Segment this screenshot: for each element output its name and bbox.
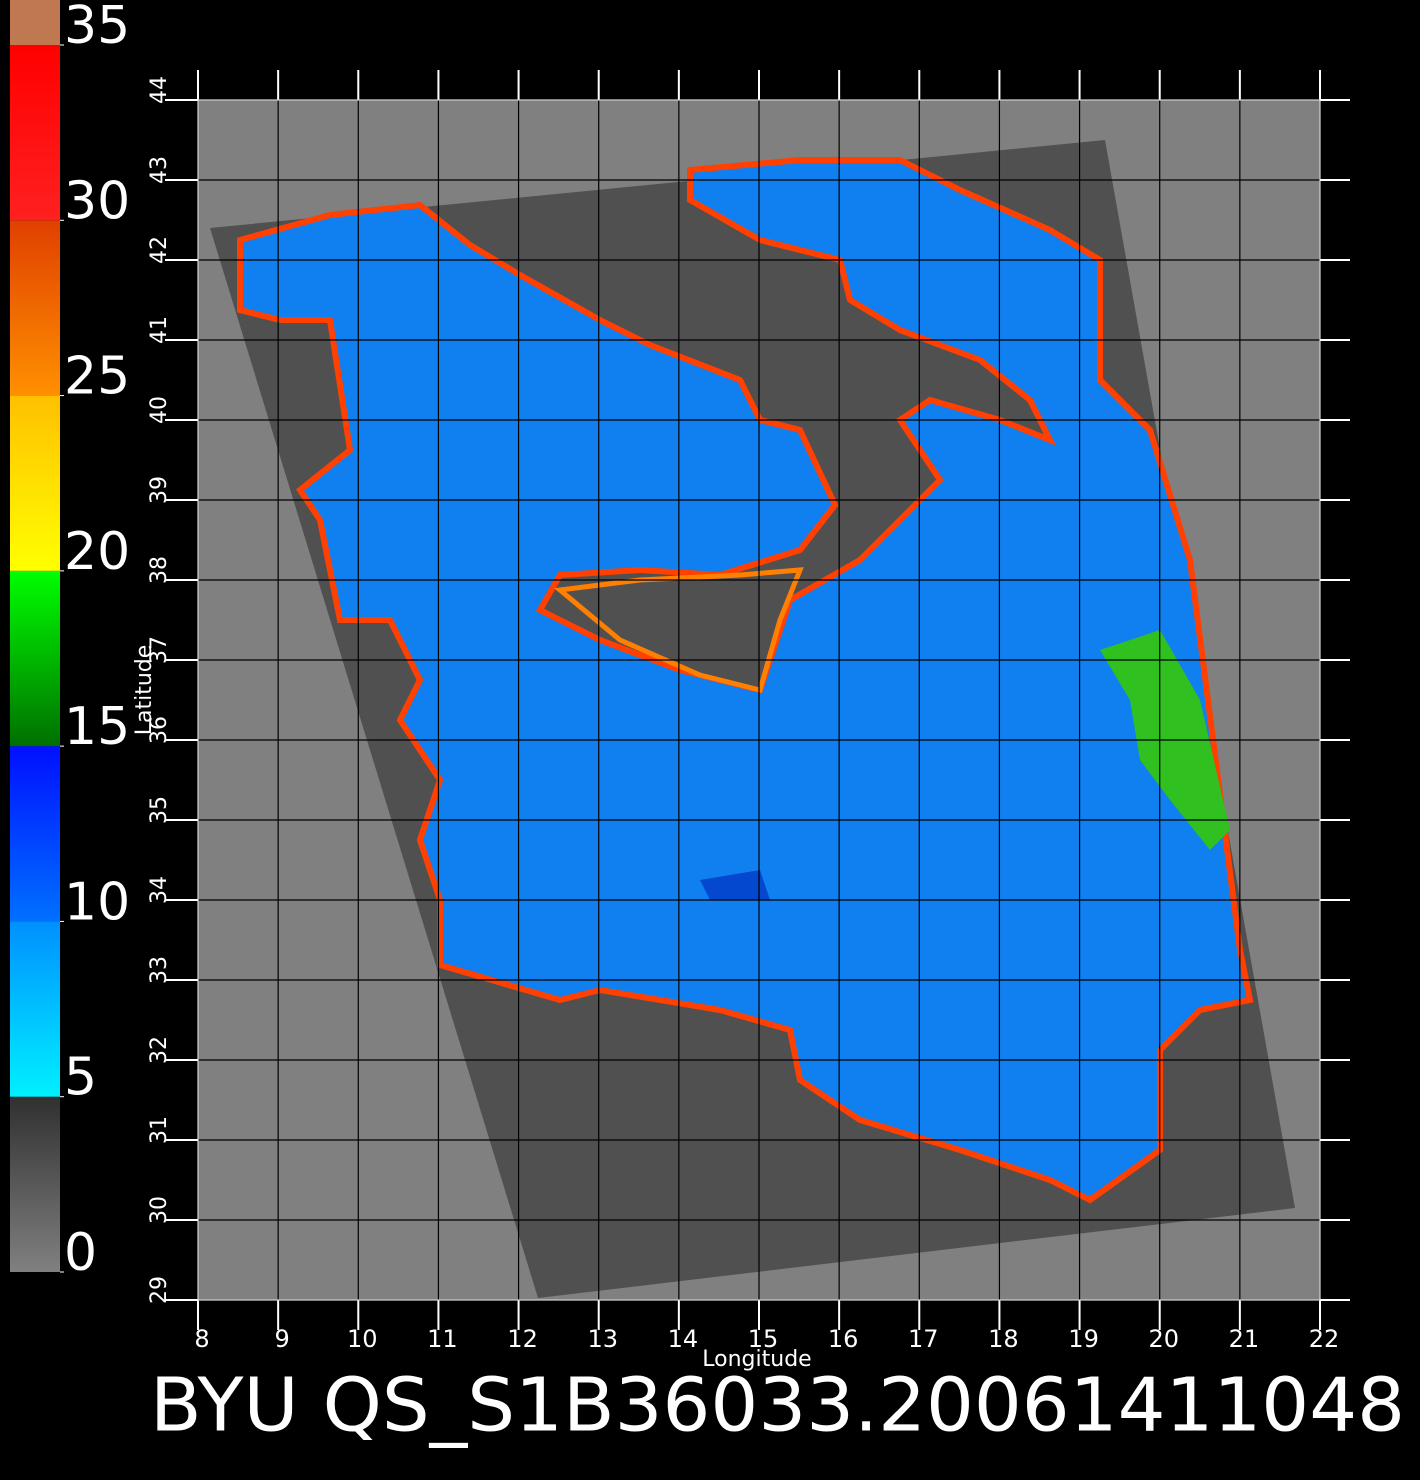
colorbar-segment (10, 220, 60, 396)
x-tick-label: 19 (1068, 1325, 1099, 1353)
y-tick-label: 39 (147, 476, 172, 504)
y-tick-label: 42 (147, 236, 172, 264)
colorbar-segment (10, 1096, 60, 1272)
y-tick-label: 36 (147, 716, 172, 744)
x-tick-label: 17 (908, 1325, 939, 1353)
x-tick-label: 11 (427, 1325, 458, 1353)
colorbar-segment (10, 921, 60, 1097)
colorbar-label: 20 (64, 522, 130, 582)
colorbar-label: 30 (64, 171, 130, 231)
x-tick-label: 22 (1309, 1325, 1340, 1353)
x-tick-label: 18 (988, 1325, 1019, 1353)
grid: 8 9 10 11 12 13 14 15 16 17 18 19 20 21 22 29 30 31 32 33 34… (147, 70, 1350, 1353)
y-axis-label: Latitude (132, 645, 157, 736)
x-tick-label: 13 (587, 1325, 618, 1353)
colorbar-label: 5 (64, 1048, 97, 1108)
x-tick-label: 16 (828, 1325, 859, 1353)
colorbar: 0 5 10 15 20 25 30 35 (10, 0, 130, 1283)
x-tick-label: 10 (347, 1325, 378, 1353)
y-tick-label: 40 (147, 396, 172, 424)
colorbar-over (10, 0, 60, 45)
y-tick-label: 35 (147, 796, 172, 824)
chart-title: BYU QS_S1B36033.20061411048 (150, 1363, 1405, 1449)
colorbar-label: 10 (64, 872, 130, 932)
y-tick-label: 43 (147, 156, 172, 184)
colorbar-label: 0 (64, 1223, 97, 1283)
colorbar-segment (10, 570, 60, 747)
y-tick-label: 31 (147, 1116, 172, 1144)
colorbar-label: 15 (64, 697, 130, 757)
y-tick-label: 37 (147, 636, 172, 664)
y-tick-label: 29 (147, 1276, 172, 1304)
colorbar-segment (10, 395, 60, 571)
x-axis-label: Longitude (702, 1347, 811, 1372)
x-tick-label: 21 (1229, 1325, 1260, 1353)
colorbar-label: 35 (64, 0, 130, 56)
y-tick-label: 30 (147, 1196, 172, 1224)
x-tick-label: 9 (275, 1325, 290, 1353)
y-tick-label: 33 (147, 956, 172, 984)
y-tick-label: 38 (147, 556, 172, 584)
x-tick-label: 8 (194, 1325, 209, 1353)
low-wind-area (700, 870, 770, 900)
y-tick-label: 34 (147, 876, 172, 904)
colorbar-segment (10, 746, 60, 922)
y-tick-label: 32 (147, 1036, 172, 1064)
x-tick-label: 14 (668, 1325, 699, 1353)
y-tick-label: 41 (147, 316, 172, 344)
x-tick-label: 15 (748, 1325, 779, 1353)
x-tick-label: 20 (1148, 1325, 1179, 1353)
plot-frame (197, 99, 1321, 1301)
colorbar-segment (10, 45, 60, 221)
x-tick-label: 12 (507, 1325, 538, 1353)
y-tick-label: 44 (147, 76, 172, 104)
colorbar-label: 25 (64, 347, 130, 407)
